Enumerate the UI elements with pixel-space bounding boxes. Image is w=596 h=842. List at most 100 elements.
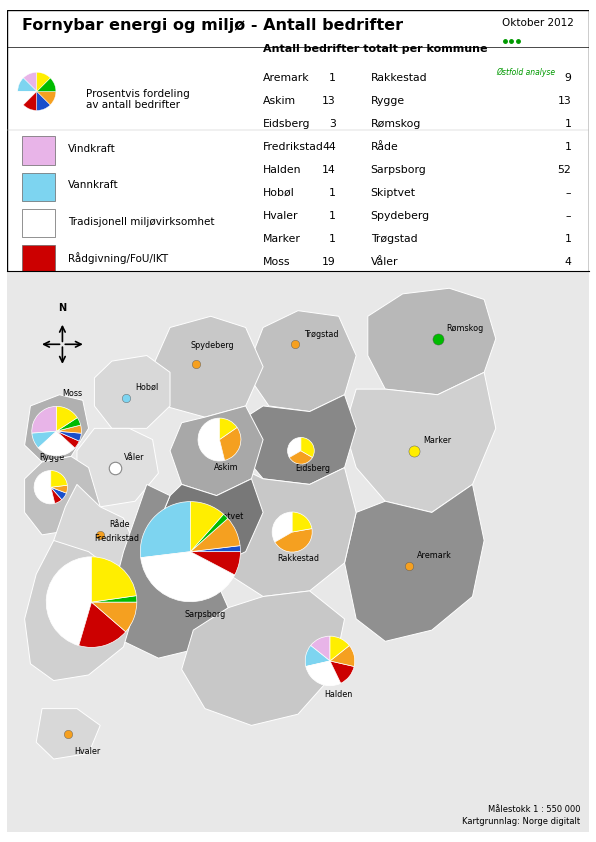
FancyBboxPatch shape xyxy=(21,317,55,345)
Text: Våler: Våler xyxy=(123,453,144,462)
Text: Hvaler: Hvaler xyxy=(74,747,100,756)
Text: Moss: Moss xyxy=(63,388,82,397)
Polygon shape xyxy=(24,541,135,680)
FancyBboxPatch shape xyxy=(21,173,55,201)
Polygon shape xyxy=(36,709,100,759)
FancyBboxPatch shape xyxy=(21,353,55,381)
Wedge shape xyxy=(34,471,55,504)
Text: Råde: Råde xyxy=(371,141,399,152)
Wedge shape xyxy=(32,431,57,448)
Text: Østfold analyse: Østfold analyse xyxy=(496,67,555,77)
Wedge shape xyxy=(57,407,77,431)
Text: Fornybar energi og miljø - Antall bedrifter: Fornybar energi og miljø - Antall bedrif… xyxy=(21,18,403,33)
Text: 3: 3 xyxy=(329,119,336,129)
Text: Marker: Marker xyxy=(423,436,451,445)
Wedge shape xyxy=(140,502,190,557)
Wedge shape xyxy=(289,450,312,464)
Wedge shape xyxy=(92,602,137,632)
Wedge shape xyxy=(51,485,67,493)
Wedge shape xyxy=(37,72,50,92)
Wedge shape xyxy=(32,407,57,434)
FancyBboxPatch shape xyxy=(21,389,55,418)
Wedge shape xyxy=(198,418,225,461)
Polygon shape xyxy=(112,484,228,658)
Text: Halden: Halden xyxy=(263,165,302,175)
Text: 19: 19 xyxy=(322,257,336,267)
Text: Spydeberg: Spydeberg xyxy=(190,341,234,350)
Wedge shape xyxy=(190,552,240,575)
Wedge shape xyxy=(18,92,37,105)
Text: Rakkestad: Rakkestad xyxy=(371,72,427,83)
Text: 1: 1 xyxy=(329,210,336,221)
Polygon shape xyxy=(344,484,484,642)
Wedge shape xyxy=(51,471,67,488)
Text: Våler: Våler xyxy=(371,257,398,267)
Text: Trøgstad: Trøgstad xyxy=(371,234,417,244)
Wedge shape xyxy=(330,661,354,684)
Text: Moss: Moss xyxy=(263,257,291,267)
Wedge shape xyxy=(306,661,341,685)
Text: Hobøl: Hobøl xyxy=(135,383,159,392)
Polygon shape xyxy=(94,355,170,429)
Text: Fredrikstad: Fredrikstad xyxy=(263,141,324,152)
Text: Askim: Askim xyxy=(263,96,296,106)
Text: Hvaler: Hvaler xyxy=(263,210,299,221)
Polygon shape xyxy=(170,406,263,496)
Text: 1: 1 xyxy=(564,119,572,129)
Text: 1: 1 xyxy=(564,234,572,244)
Text: Rakkestad: Rakkestad xyxy=(278,554,319,563)
Wedge shape xyxy=(23,72,37,92)
Text: Halden: Halden xyxy=(324,690,352,699)
Wedge shape xyxy=(38,431,75,456)
Text: Eidsberg: Eidsberg xyxy=(295,464,330,473)
Text: Fredrikstad: Fredrikstad xyxy=(94,535,139,543)
FancyBboxPatch shape xyxy=(21,245,55,274)
Polygon shape xyxy=(246,311,356,412)
Text: Askim: Askim xyxy=(213,463,238,472)
FancyBboxPatch shape xyxy=(21,136,55,165)
Text: Hobøl: Hobøl xyxy=(263,188,295,198)
Wedge shape xyxy=(292,512,312,532)
Wedge shape xyxy=(51,488,62,504)
Wedge shape xyxy=(190,502,224,552)
FancyBboxPatch shape xyxy=(21,280,55,310)
Wedge shape xyxy=(37,92,56,105)
Wedge shape xyxy=(46,557,92,646)
FancyBboxPatch shape xyxy=(21,209,55,237)
Wedge shape xyxy=(37,92,50,110)
Text: 1: 1 xyxy=(329,234,336,244)
Polygon shape xyxy=(153,317,263,417)
Text: 1: 1 xyxy=(329,188,336,198)
Text: 1: 1 xyxy=(564,141,572,152)
Text: Distribusjon og handel med kraft: Distribusjon og handel med kraft xyxy=(68,325,240,335)
Wedge shape xyxy=(51,488,66,499)
Text: Antall bedrifter totalt per kommune: Antall bedrifter totalt per kommune xyxy=(263,44,488,54)
Wedge shape xyxy=(305,646,330,667)
Polygon shape xyxy=(368,288,496,395)
Text: Rådgivning/FoU/IKT: Rådgivning/FoU/IKT xyxy=(68,252,168,264)
Text: 13: 13 xyxy=(322,96,336,106)
Text: Trøgstad: Trøgstad xyxy=(304,330,339,338)
Wedge shape xyxy=(18,78,37,92)
Text: Rømskog: Rømskog xyxy=(371,119,421,129)
Polygon shape xyxy=(77,429,159,507)
Polygon shape xyxy=(222,467,356,596)
Text: Spydeberg: Spydeberg xyxy=(371,210,430,221)
Wedge shape xyxy=(272,512,292,542)
Text: Rygge: Rygge xyxy=(371,96,405,106)
Wedge shape xyxy=(287,438,301,457)
Text: Aremark: Aremark xyxy=(263,72,310,83)
Text: Miljøovervåking: Miljøovervåking xyxy=(68,288,151,300)
Wedge shape xyxy=(37,78,56,92)
Wedge shape xyxy=(57,418,80,431)
Polygon shape xyxy=(54,484,135,585)
Polygon shape xyxy=(159,479,263,568)
Wedge shape xyxy=(190,514,228,552)
Text: 44: 44 xyxy=(322,141,336,152)
Text: 1: 1 xyxy=(329,72,336,83)
Text: –: – xyxy=(566,188,572,198)
Text: Prosentvis fordeling
av antall bedrifter: Prosentvis fordeling av antall bedrifter xyxy=(86,88,190,110)
Wedge shape xyxy=(92,557,136,602)
Text: Miljø- og energiteknologi: Miljø- og energiteknologi xyxy=(68,397,198,407)
Text: 13: 13 xyxy=(558,96,572,106)
